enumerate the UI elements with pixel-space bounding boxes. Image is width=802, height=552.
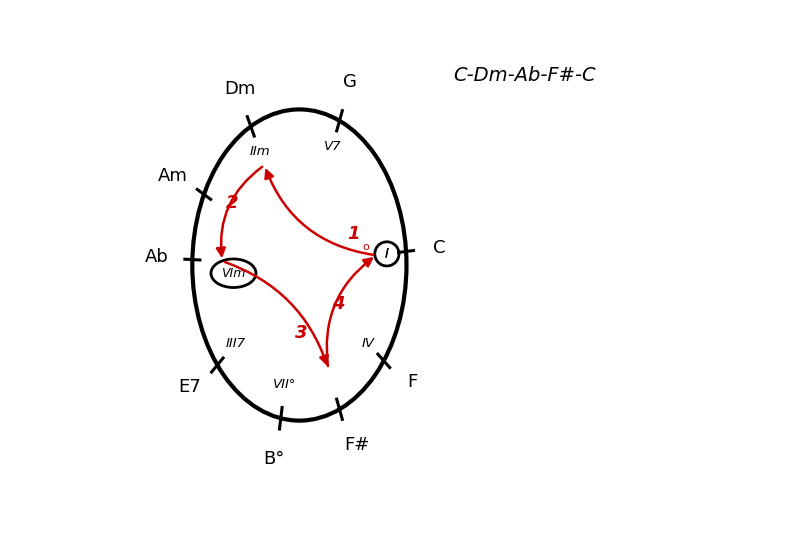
Text: B°: B° [263,450,285,468]
Text: I: I [385,247,389,261]
Text: o: o [363,242,370,252]
Text: F: F [407,373,417,391]
Text: 4: 4 [332,295,345,313]
Text: C-Dm-Ab-F#-C: C-Dm-Ab-F#-C [453,66,596,85]
Text: G: G [342,73,356,91]
Text: 3: 3 [295,325,308,342]
Text: Dm: Dm [225,80,256,98]
Text: I: I [385,247,389,261]
Text: 2: 2 [225,194,238,212]
Text: E7: E7 [178,378,200,396]
Text: IV: IV [362,337,375,350]
Text: 1: 1 [347,225,360,243]
Text: IIm: IIm [249,145,269,158]
Text: VIm: VIm [221,267,245,280]
Text: III7: III7 [225,337,245,349]
Text: Am: Am [158,167,188,184]
Text: F#: F# [344,437,369,454]
Text: V7: V7 [323,140,341,153]
Text: C: C [433,240,446,257]
Text: VII°: VII° [273,378,297,391]
Text: Ab: Ab [145,248,168,266]
